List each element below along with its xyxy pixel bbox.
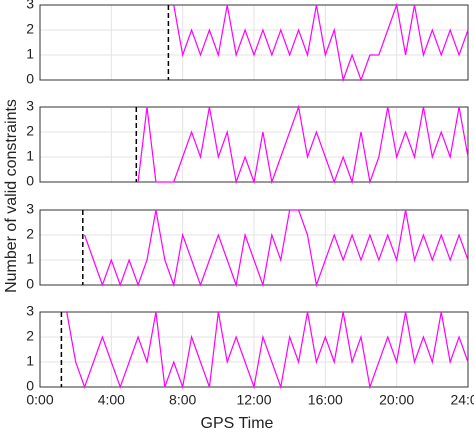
plot-frame [39,4,469,81]
y-tick-label: 1 [26,148,34,164]
y-tick-label: 1 [26,251,34,267]
data-line [137,104,469,185]
x-tick-label: 0:00 [26,392,53,408]
x-tick-label: 8:00 [169,392,196,408]
y-tick-label: 2 [26,328,34,344]
y-tick-label: 0 [26,276,34,292]
data-line [66,311,469,390]
y-tick-label: 3 [26,303,34,319]
data-line [84,209,469,288]
y-tick-label: 2 [26,123,34,139]
x-axis-label: GPS Time [201,415,274,432]
x-tick-label: 12:00 [236,392,271,408]
y-tick-label: 3 [26,201,34,217]
y-tick-label: 1 [26,46,34,62]
y-tick-label: 2 [26,226,34,242]
y-tick-label: 3 [26,0,34,12]
x-tick-label: 24:00 [450,392,474,408]
x-tick-label: 4:00 [98,392,125,408]
x-tick-label: 16:00 [308,392,343,408]
plot-frame [39,209,469,286]
y-tick-label: 1 [26,353,34,369]
data-line [173,2,469,83]
y-tick-label: 0 [26,71,34,87]
x-tick-label: 20:00 [379,392,414,408]
y-axis-label: Number of valid constraints [3,99,20,293]
y-tick-label: 3 [26,98,34,114]
y-tick-label: 2 [26,21,34,37]
y-tick-label: 0 [26,378,34,394]
y-tick-label: 0 [26,173,34,189]
